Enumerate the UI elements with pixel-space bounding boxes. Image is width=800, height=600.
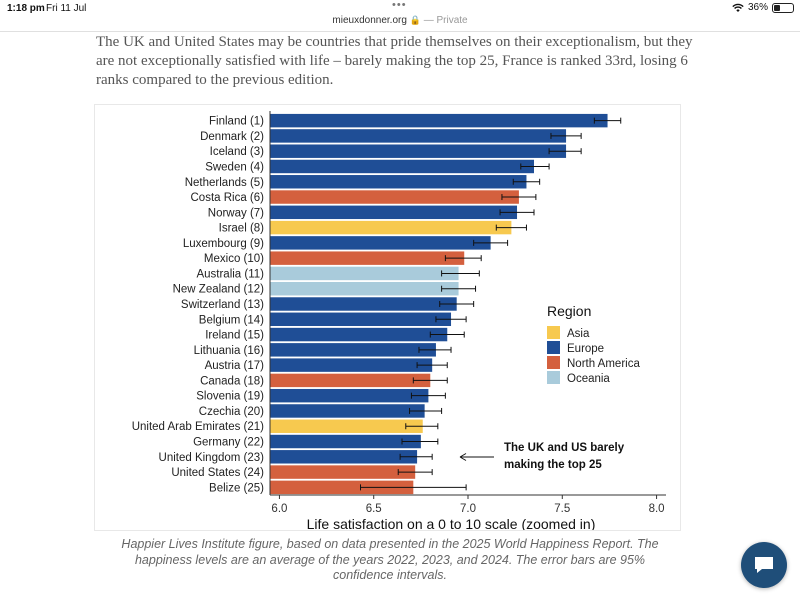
more-dots-icon[interactable]: ••• — [392, 0, 407, 11]
bar-16 — [270, 358, 433, 372]
x-tick-label-1: 6.5 — [366, 503, 382, 515]
happiness-chart: Finland (1) Denmark (2) Iceland (3) Sweden … — [132, 111, 666, 532]
category-label-1: Denmark (2) — [200, 131, 264, 143]
status-date: Fri 11 Jul — [46, 3, 87, 14]
category-label-19: Czechia (20) — [199, 406, 264, 418]
legend-label-2: North America — [567, 358, 640, 370]
bar-17 — [270, 373, 431, 388]
legend-swatch-0 — [547, 326, 560, 339]
x-axis-title: Life satisfaction on a 0 to 10 scale (zo… — [307, 516, 596, 530]
legend-swatch-1 — [547, 341, 560, 354]
x-tick-label-2: 7.0 — [460, 503, 476, 515]
status-time: 1:18 pm — [7, 3, 45, 14]
bar-19 — [270, 404, 425, 418]
legend-swatch-2 — [547, 356, 560, 369]
wifi-icon — [732, 3, 744, 12]
bar-2 — [270, 144, 567, 158]
category-label-7: Israel (8) — [219, 223, 265, 235]
intro-paragraph: The UK and United States may be countrie… — [96, 34, 693, 88]
bar-4 — [270, 175, 527, 189]
bar-1 — [270, 129, 567, 143]
status-right: 36% — [732, 2, 794, 13]
url-text: mieuxdonner.org — [332, 15, 407, 26]
legend-label-1: Europe — [567, 343, 604, 355]
category-label-22: United Kingdom (23) — [159, 452, 265, 464]
annotation-arrow-head — [459, 453, 467, 461]
chat-button[interactable] — [741, 542, 787, 588]
legend-swatch-3 — [547, 371, 560, 384]
legend-title: Region — [547, 303, 591, 319]
category-label-18: Slovenia (19) — [196, 391, 264, 403]
category-label-24: Belize (25) — [209, 482, 264, 494]
address-bar[interactable]: mieuxdonner.org 🔒 — Private — [0, 15, 800, 31]
category-label-14: Ireland (15) — [205, 330, 264, 342]
category-label-17: Canada (18) — [200, 375, 264, 387]
battery-icon — [772, 2, 794, 13]
chat-bubble-icon — [755, 557, 773, 573]
legend-label-3: Oceania — [567, 373, 610, 385]
figure-caption: Happier Lives Institute figure, based on… — [121, 537, 659, 582]
category-label-12: Switzerland (13) — [181, 299, 264, 311]
category-label-13: Belgium (14) — [199, 314, 264, 326]
bar-14 — [270, 327, 448, 342]
bar-12 — [270, 297, 457, 311]
category-label-5: Costa Rica (6) — [191, 192, 265, 204]
bar-3 — [270, 159, 534, 174]
bar-0 — [270, 113, 608, 128]
category-label-8: Luxembourg (9) — [183, 238, 264, 250]
category-label-9: Mexico (10) — [204, 253, 264, 265]
bar-7 — [270, 220, 512, 235]
chart-figure: Finland (1) Denmark (2) Iceland (3) Sweden … — [94, 104, 681, 532]
bar-18 — [270, 388, 429, 403]
legend-label-0: Asia — [567, 328, 590, 340]
category-label-21: Germany (22) — [193, 437, 264, 449]
bar-6 — [270, 205, 518, 220]
bar-8 — [270, 236, 491, 250]
category-label-15: Lithuania (16) — [194, 345, 264, 357]
bar-5 — [270, 190, 519, 204]
category-label-10: Australia (11) — [196, 268, 264, 280]
category-label-23: United States (24) — [171, 467, 264, 479]
lock-icon: 🔒 — [409, 15, 421, 25]
bar-23 — [270, 465, 416, 479]
x-tick-label-4: 8.0 — [649, 503, 665, 515]
category-label-3: Sweden (4) — [205, 161, 264, 173]
bar-15 — [270, 343, 436, 357]
category-label-20: United Arab Emirates (21) — [132, 421, 264, 433]
category-label-6: Norway (7) — [208, 207, 264, 219]
bar-10 — [270, 266, 459, 281]
bar-22 — [270, 450, 418, 464]
private-label: — Private — [423, 15, 468, 26]
annotation-line2: making the top 25 — [504, 459, 602, 471]
category-label-2: Iceland (3) — [210, 146, 265, 158]
toolbar-divider — [0, 31, 800, 32]
category-label-4: Netherlands (5) — [185, 177, 264, 189]
x-tick-label-3: 7.5 — [554, 503, 570, 515]
bar-24 — [270, 480, 414, 495]
category-label-0: Finland (1) — [209, 116, 264, 128]
x-tick-label-0: 6.0 — [271, 503, 287, 515]
status-bar: 1:18 pm Fri 11 Jul ••• 36% — [0, 0, 800, 16]
annotation-line1: The UK and US barely — [504, 442, 625, 454]
category-label-11: New Zealand (12) — [173, 284, 265, 296]
bar-13 — [270, 312, 452, 327]
bar-20 — [270, 419, 423, 433]
bar-11 — [270, 281, 459, 296]
bar-9 — [270, 251, 465, 265]
bar-21 — [270, 434, 421, 449]
battery-percent: 36% — [747, 2, 768, 13]
category-label-16: Austria (17) — [205, 360, 265, 372]
